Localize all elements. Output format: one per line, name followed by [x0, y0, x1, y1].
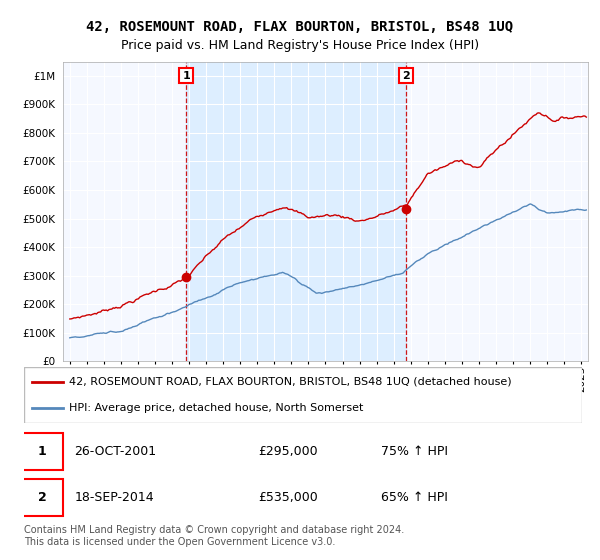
Text: 2: 2 [38, 491, 47, 504]
Text: 42, ROSEMOUNT ROAD, FLAX BOURTON, BRISTOL, BS48 1UQ (detached house): 42, ROSEMOUNT ROAD, FLAX BOURTON, BRISTO… [68, 377, 511, 387]
Text: 1: 1 [182, 71, 190, 81]
Text: £295,000: £295,000 [259, 445, 318, 458]
Text: HPI: Average price, detached house, North Somerset: HPI: Average price, detached house, Nort… [68, 403, 363, 413]
Text: 26-OCT-2001: 26-OCT-2001 [74, 445, 157, 458]
Text: 75% ↑ HPI: 75% ↑ HPI [381, 445, 448, 458]
Bar [186, 62, 406, 361]
Text: Price paid vs. HM Land Registry's House Price Index (HPI): Price paid vs. HM Land Registry's House … [121, 39, 479, 53]
Text: Contains HM Land Registry data © Crown copyright and database right 2024.
This d: Contains HM Land Registry data © Crown c… [24, 525, 404, 547]
FancyBboxPatch shape [24, 367, 582, 423]
Text: 18-SEP-2014: 18-SEP-2014 [74, 491, 154, 504]
Text: 1: 1 [38, 445, 47, 458]
FancyBboxPatch shape [21, 479, 63, 516]
Text: 42, ROSEMOUNT ROAD, FLAX BOURTON, BRISTOL, BS48 1UQ: 42, ROSEMOUNT ROAD, FLAX BOURTON, BRISTO… [86, 20, 514, 34]
FancyBboxPatch shape [21, 433, 63, 470]
Text: £535,000: £535,000 [259, 491, 318, 504]
Text: 2: 2 [402, 71, 410, 81]
Text: 65% ↑ HPI: 65% ↑ HPI [381, 491, 448, 504]
